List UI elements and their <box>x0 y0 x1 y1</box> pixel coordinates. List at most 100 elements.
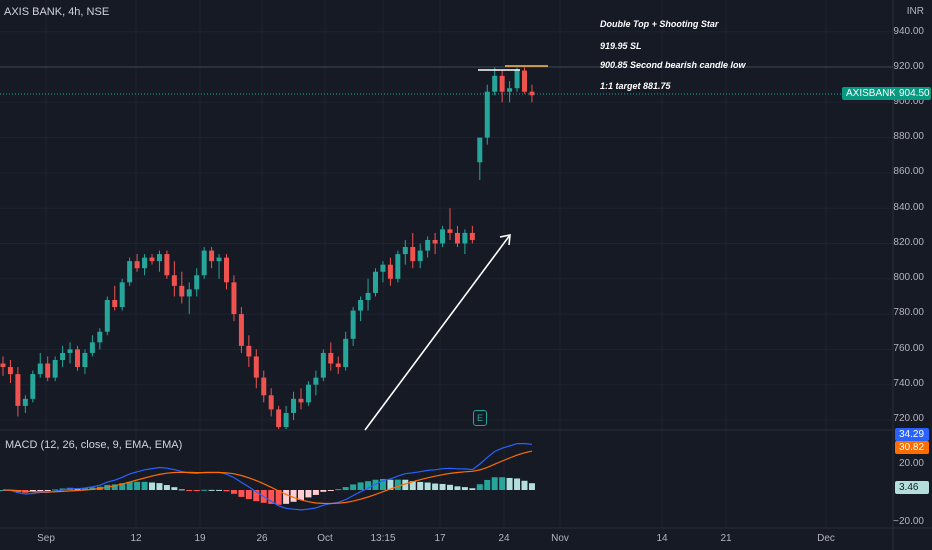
candle-body <box>447 229 453 233</box>
macd-hist-bar <box>521 480 528 490</box>
candle-body <box>268 395 274 410</box>
candle-body <box>0 363 6 368</box>
annotation-sl[interactable]: 919.95 SL <box>600 41 642 51</box>
time-tick: 14 <box>656 533 668 544</box>
macd-hist-bar <box>201 489 208 491</box>
time-tick: 21 <box>720 533 732 544</box>
candle-body <box>283 412 289 428</box>
macd-hist-bar <box>230 490 237 494</box>
macd-hist-bar <box>357 482 364 490</box>
macd-hist-bar <box>52 489 59 491</box>
macd-hist-bar <box>439 483 446 490</box>
candle-body <box>104 299 110 332</box>
candle-body <box>231 282 237 315</box>
candle-body <box>350 310 356 339</box>
candle-body <box>127 261 133 283</box>
candle-body <box>224 257 229 283</box>
candle-body <box>395 254 401 279</box>
macd-hist-bar <box>171 487 178 490</box>
candle-body <box>276 409 282 428</box>
macd-hist-bar <box>268 490 275 504</box>
candle-body <box>492 75 498 92</box>
candle-body <box>119 282 125 308</box>
macd-line <box>2 443 533 511</box>
price-tick: 860.00 <box>893 166 924 177</box>
candle-body <box>462 232 468 244</box>
macd-hist-bar <box>506 477 513 490</box>
price-tick: 820.00 <box>893 237 924 248</box>
candle-body <box>410 247 416 262</box>
candle-body <box>201 250 207 276</box>
candle-body <box>529 91 535 96</box>
price-tick: 780.00 <box>893 307 924 318</box>
candle-body <box>60 352 66 360</box>
candle-body <box>454 232 460 244</box>
candle-body <box>305 384 311 403</box>
macd-hist-bar <box>216 489 223 491</box>
time-tick: 19 <box>194 533 206 544</box>
macd-hist-bar <box>186 490 193 491</box>
macd-hist-bar <box>134 481 141 490</box>
macd-hist-bar <box>275 490 282 505</box>
annotation-bearish-low[interactable]: 900.85 Second bearish candle low <box>600 60 746 70</box>
candle-body <box>209 250 215 262</box>
currency-label: INR <box>906 6 924 17</box>
annotation-double-top[interactable]: Double Top + Shooting Star <box>600 19 719 29</box>
price-tick: 720.00 <box>893 413 924 424</box>
candle-body <box>320 352 326 378</box>
time-tick: 13:15 <box>370 533 396 544</box>
price-tick: 760.00 <box>893 343 924 354</box>
macd-hist-bar <box>141 481 148 490</box>
macd-hist-bar <box>387 479 394 490</box>
candle-body <box>142 257 148 269</box>
macd-hist-bar <box>402 479 409 490</box>
price-tick: 840.00 <box>893 202 924 213</box>
candle-body <box>246 345 252 357</box>
trend-arrow[interactable] <box>364 234 511 431</box>
annotation-target[interactable]: 1:1 target 881.75 <box>600 81 671 91</box>
macd-hist-bar <box>119 483 126 490</box>
macd-tick: −20.00 <box>893 516 924 527</box>
candle-body <box>82 352 88 368</box>
candle-body <box>469 232 475 240</box>
candle-body <box>313 377 319 385</box>
candle-body <box>291 398 297 413</box>
candle-body <box>425 239 431 251</box>
candle-body <box>67 349 73 353</box>
macd-hist-bar <box>424 482 431 490</box>
candle-body <box>112 299 118 308</box>
time-tick: 24 <box>498 533 510 544</box>
price-tick: 800.00 <box>893 272 924 283</box>
candle-body <box>238 314 244 346</box>
macd-hist-bar <box>327 490 334 491</box>
time-tick: Oct <box>317 533 333 544</box>
macd-hist-bar <box>163 485 170 490</box>
macd-hist-bar <box>223 490 230 492</box>
candle-body <box>514 70 520 89</box>
macd-hist-bar <box>283 490 290 504</box>
macd-hist-bar <box>156 483 163 490</box>
macd-hist-bar <box>461 487 468 490</box>
macd-hist-bar <box>409 481 416 490</box>
macd-title[interactable]: MACD (12, 26, close, 9, EMA, EMA) <box>5 439 183 451</box>
candle-body <box>380 264 386 272</box>
earnings-event-icon[interactable]: E <box>473 410 487 426</box>
time-tick: 12 <box>130 533 142 544</box>
candle-body <box>89 342 95 353</box>
macd-hist-bar <box>335 489 342 491</box>
macd-hist-bar <box>111 484 118 490</box>
candle-body <box>328 352 334 364</box>
price-tick: 900.00 <box>893 96 924 107</box>
candle-body <box>22 398 28 406</box>
macd-tick: 20.00 <box>898 458 924 469</box>
candle-body <box>343 338 349 368</box>
symbol-tag: AXISBANK <box>842 87 901 100</box>
candle-body <box>253 356 259 378</box>
candle-body <box>335 363 341 368</box>
candle-body <box>149 257 155 262</box>
macd-hist-bar <box>193 490 200 491</box>
candle-body <box>7 367 13 375</box>
macd-hist-bar <box>350 484 357 490</box>
candle-body <box>417 250 423 262</box>
